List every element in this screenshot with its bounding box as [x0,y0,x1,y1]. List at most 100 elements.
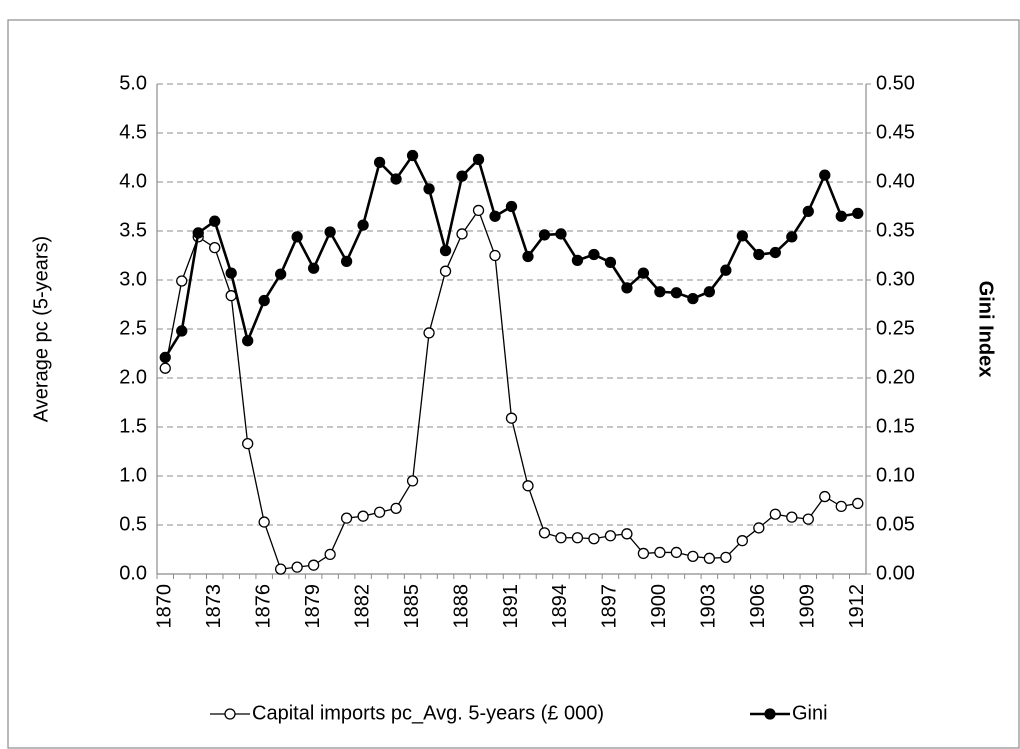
y2-axis-title: Gini Index [975,281,997,378]
point [406,475,419,487]
point [786,511,798,523]
point [670,546,683,559]
x-tick-label: 1900 [648,584,670,629]
point [340,512,353,524]
point [588,533,600,545]
point [439,244,452,257]
y-tick-label: 0.0 [119,562,147,584]
point [835,210,847,222]
y-tick-label: 2.5 [119,317,147,339]
point [242,438,254,450]
point [571,532,584,544]
point [357,510,369,522]
point [423,183,435,195]
point [192,227,204,239]
point [472,204,485,217]
point [736,230,748,242]
y-tick-label: 4.5 [119,121,147,143]
y2-tick-label: 0.30 [876,268,915,290]
y-tick-label: 0.5 [119,513,147,535]
y-tick-label: 2.0 [119,366,147,388]
point [258,516,270,528]
point [637,547,650,560]
point [670,287,683,299]
point [819,490,831,503]
point [275,268,287,280]
point [753,522,765,534]
point [225,267,237,279]
point [522,480,534,492]
y2-tick-label: 0.05 [876,513,915,535]
point [687,292,699,305]
point [621,528,633,540]
point [159,362,171,374]
point [687,550,699,563]
legend-marker [764,708,776,720]
point [703,552,716,564]
point [637,267,650,279]
point [538,229,551,241]
point [604,256,617,269]
point [209,215,221,227]
point [852,207,864,220]
point [390,173,402,185]
y-tick-label: 3.5 [119,219,147,241]
point [406,149,419,162]
point [242,335,254,347]
point [654,286,666,298]
point [538,527,551,539]
point [654,546,666,559]
point [621,282,633,294]
x-tick-label: 1909 [797,584,819,629]
point [505,200,518,213]
y-tick-label: 3.0 [119,268,147,290]
point [390,502,402,514]
point [176,275,188,287]
point [307,559,320,571]
legend-label: Capital imports pc_Avg. 5-years (£ 000) [252,702,604,724]
point [753,248,765,261]
point [786,231,798,243]
x-tick-label: 1903 [698,584,720,629]
y2-tick-label: 0.45 [876,121,915,143]
x-tick-label: 1912 [846,584,868,629]
point [489,249,501,262]
point [571,254,584,267]
x-tick-label: 1894 [549,584,571,629]
point [472,153,485,166]
point [176,325,188,337]
point [505,412,518,424]
point [340,255,353,268]
x-tick-label: 1879 [302,584,324,629]
point [159,351,171,364]
y2-tick-label: 0.50 [876,72,915,94]
x-tick-label: 1906 [747,584,769,629]
point [209,242,221,254]
point [802,513,814,525]
y2-tick-label: 0.00 [876,562,915,584]
x-tick-label: 1882 [351,584,373,629]
point [324,226,336,238]
point [802,205,814,218]
point [307,262,320,274]
point [769,246,781,259]
point [291,561,303,573]
chart-frame [7,19,1020,749]
point [439,265,452,277]
x-tick-label: 1897 [599,584,621,629]
x-tick-label: 1876 [252,584,274,629]
point [769,508,781,520]
point [852,497,864,510]
point [373,156,386,169]
y2-tick-label: 0.40 [876,170,915,192]
y-axis-title: Average pc (5-years) [30,236,52,422]
y-tick-label: 4.0 [119,170,147,192]
point [555,532,567,544]
y2-tick-label: 0.25 [876,317,915,339]
point [258,294,270,307]
point [423,327,435,339]
point [275,563,287,575]
point [555,228,567,240]
y2-tick-label: 0.15 [876,415,915,437]
